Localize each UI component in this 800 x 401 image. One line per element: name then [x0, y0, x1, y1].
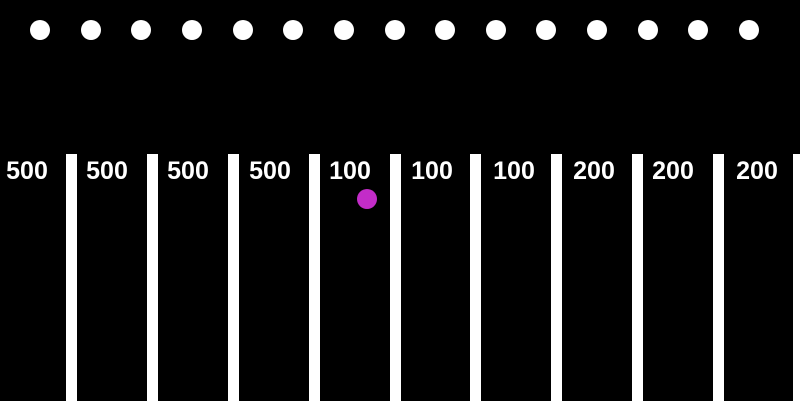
slot-value-label: 500	[167, 157, 209, 185]
peg-icon	[181, 20, 202, 40]
slot-value-label: 100	[493, 157, 535, 185]
slot-divider	[146, 154, 158, 401]
slot-value-label: 500	[6, 157, 48, 185]
peg-icon	[485, 20, 506, 40]
peg-icon	[80, 20, 101, 40]
peg-icon	[587, 20, 607, 40]
peg-icon	[384, 20, 405, 40]
slot-divider	[66, 154, 77, 401]
slot-divider	[308, 154, 320, 401]
slot-value-label: 500	[86, 157, 128, 185]
slot-value-label: 200	[736, 157, 778, 185]
peg-icon	[333, 20, 354, 40]
slot-divider	[389, 154, 401, 401]
slot-value-label: 200	[573, 157, 615, 185]
peg-icon	[30, 20, 50, 40]
peg-icon	[435, 20, 456, 40]
slot-value-label: 100	[329, 157, 371, 185]
slot-divider	[712, 154, 724, 401]
slot-value-label: 100	[411, 157, 453, 185]
peg-icon	[637, 20, 658, 40]
slot-divider	[227, 154, 239, 401]
slot-value-label: 200	[652, 157, 694, 185]
ball	[357, 189, 377, 209]
slot-divider	[631, 154, 643, 401]
peg-icon	[283, 20, 304, 40]
slot-divider	[550, 154, 562, 401]
peg-icon	[688, 20, 709, 40]
peg-icon	[739, 20, 759, 40]
peg-icon	[536, 20, 557, 40]
peg-icon	[131, 20, 152, 40]
slot-value-label: 500	[249, 157, 291, 185]
peg-icon	[232, 20, 253, 40]
slot-divider	[793, 154, 800, 401]
slot-divider	[470, 154, 481, 401]
